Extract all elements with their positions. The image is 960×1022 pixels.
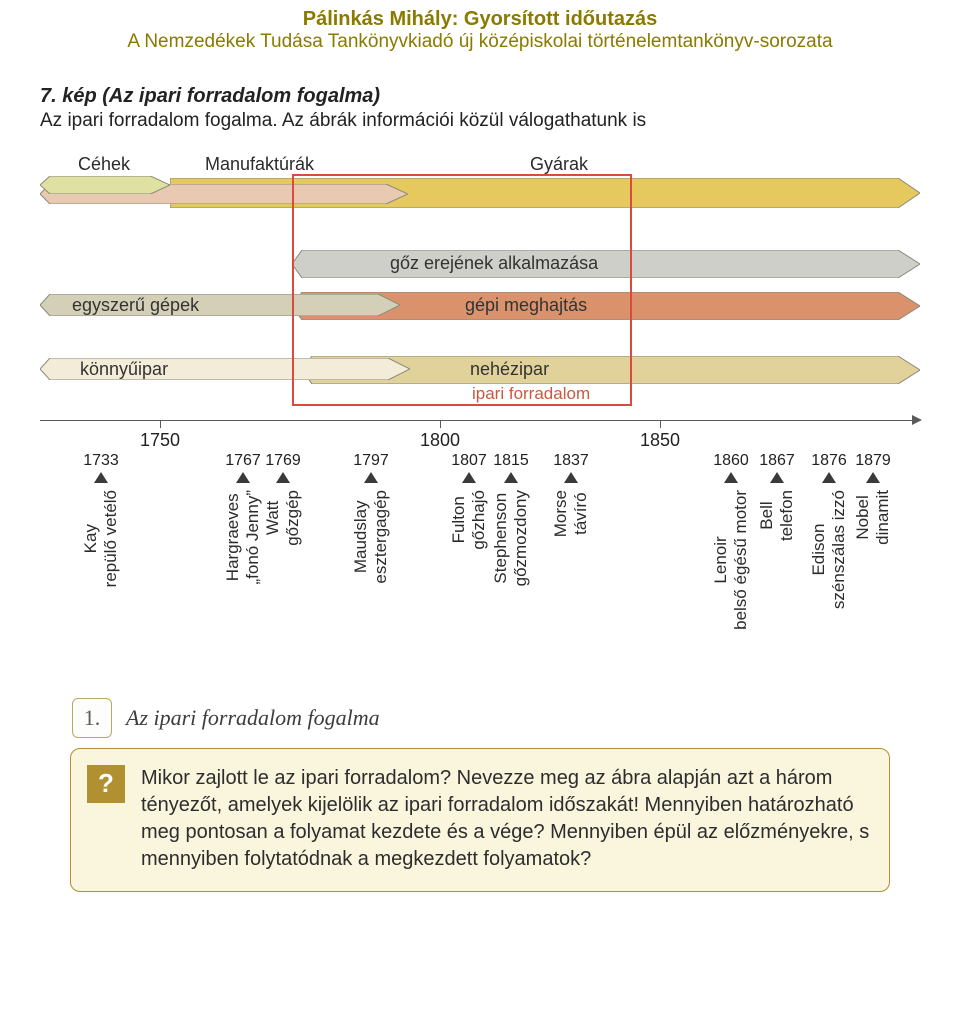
event-year: 1733 (83, 452, 119, 470)
event-label: Morse távíró (551, 490, 591, 537)
event-label: Bell telefon (757, 490, 797, 541)
event-marker-icon (236, 472, 250, 483)
question-text: Mikor zajlott le az ipari forradalom? Ne… (141, 767, 869, 870)
event-year: 1879 (855, 452, 891, 470)
highlight-frame (292, 174, 632, 406)
timeline-diagram: CéhekManufaktúrákGyárakgőz erejének alka… (40, 142, 920, 684)
event-marker-icon (770, 472, 784, 483)
question-mark-glyph: ? (98, 766, 114, 801)
event-year: 1860 (713, 452, 749, 470)
event-label: Maudslay esztergagép (351, 490, 391, 584)
band-label: Céhek (78, 154, 130, 175)
event-label: Watt gőzgép (263, 490, 303, 546)
timeline-tick-label: 1850 (640, 430, 680, 451)
event-year: 1837 (553, 452, 589, 470)
event-marker-icon (364, 472, 378, 483)
question-icon: ? (87, 765, 125, 803)
section-title: Az ipari forradalom fogalma (126, 705, 380, 731)
page-header: Pálinkás Mihály: Gyorsított időutazás A … (40, 0, 920, 57)
page: Pálinkás Mihály: Gyorsított időutazás A … (0, 0, 960, 932)
event-label: Hargraeves „fonó Jenny” (223, 490, 263, 585)
event-year: 1867 (759, 452, 795, 470)
event-marker-icon (94, 472, 108, 483)
band-label: egyszerű gépek (72, 295, 199, 316)
band-label: Gyárak (530, 154, 588, 175)
axis-arrowhead (912, 415, 922, 425)
timeline-tick-label: 1800 (420, 430, 460, 451)
event-year: 1767 (225, 452, 261, 470)
event-label: Nobel dinamit (853, 490, 893, 545)
event-label: Kay repülő vetélő (81, 490, 121, 587)
figure-caption: Az ipari forradalom fogalma. Az ábrák in… (40, 110, 920, 132)
event-marker-icon (462, 472, 476, 483)
event-marker-icon (822, 472, 836, 483)
event-year: 1876 (811, 452, 847, 470)
page-subtitle: A Nemzedékek Tudása Tankönyvkiadó új köz… (40, 31, 920, 53)
event-year: 1769 (265, 452, 301, 470)
event-year: 1807 (451, 452, 487, 470)
band-label: könnyűipar (80, 359, 168, 380)
event-year: 1815 (493, 452, 529, 470)
event-marker-icon (276, 472, 290, 483)
timeline-axis (40, 420, 920, 421)
event-label: Stephenson gőzmozdony (491, 490, 531, 586)
band-label: Manufaktúrák (205, 154, 314, 175)
timeline-tick (440, 420, 441, 428)
event-marker-icon (724, 472, 738, 483)
event-marker-icon (564, 472, 578, 483)
question-box: ? Mikor zajlott le az ipari forradalom? … (70, 748, 890, 892)
event-label: Lenoir belső égésű motor (711, 490, 751, 630)
event-label: Fulton gőzhajó (449, 490, 489, 550)
event-label: Edison szénszálas izzó (809, 490, 849, 609)
event-marker-icon (866, 472, 880, 483)
section-heading-row: 1. Az ipari forradalom fogalma (72, 698, 920, 738)
timeline-tick (660, 420, 661, 428)
timeline-tick-label: 1750 (140, 430, 180, 451)
section-number-badge: 1. (72, 698, 112, 738)
page-title: Pálinkás Mihály: Gyorsított időutazás (40, 8, 920, 31)
event-marker-icon (504, 472, 518, 483)
event-year: 1797 (353, 452, 389, 470)
figure-label: 7. kép (Az ipari forradalom fogalma) (40, 85, 920, 108)
timeline-tick (160, 420, 161, 428)
